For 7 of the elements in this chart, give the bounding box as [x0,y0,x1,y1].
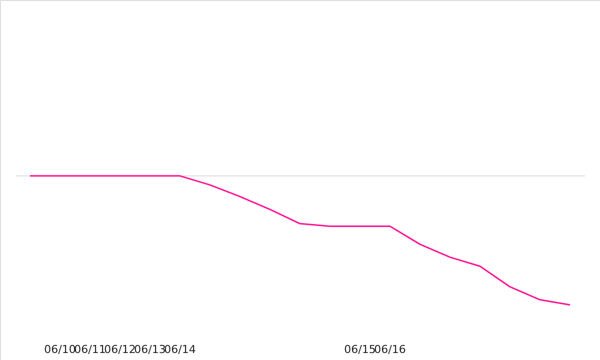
x-tick-label: 06/15 [344,343,376,356]
x-tick-label: 06/16 [374,343,406,356]
x-tick-label: 06/11 [74,343,106,356]
x-tick-label: 06/13 [134,343,166,356]
x-tick-label: 06/12 [104,343,136,356]
x-tick-label: 06/14 [164,343,196,356]
x-tick-label: 06/10 [44,343,76,356]
